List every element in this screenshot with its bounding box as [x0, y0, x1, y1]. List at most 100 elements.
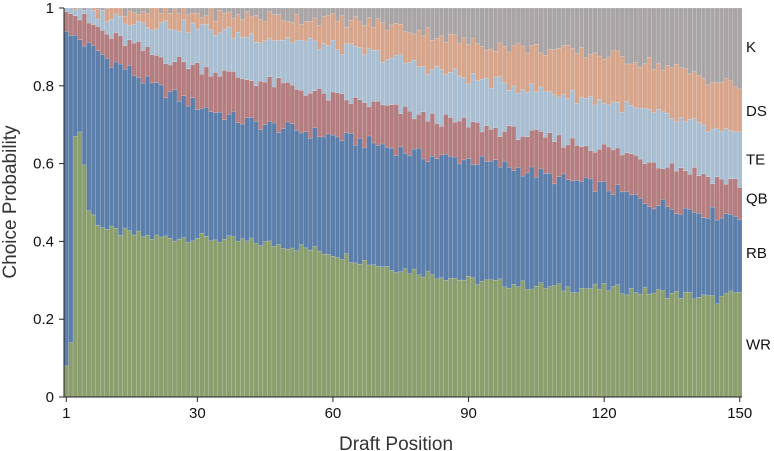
bar-segment: [696, 7, 702, 77]
bar-segment: [90, 10, 96, 25]
bar-segment: [732, 216, 738, 293]
bar-segment: [267, 240, 273, 398]
bar-segment: [579, 96, 585, 147]
bar-segment: [484, 161, 490, 280]
bar-segment: [154, 28, 160, 56]
bar-segment: [163, 97, 169, 237]
bar-segment: [655, 63, 661, 110]
legend-label-wr: WR: [746, 336, 771, 353]
bar-segment: [425, 7, 431, 28]
bar-segment: [402, 153, 408, 269]
bar-segment: [63, 7, 69, 13]
bar-segment: [701, 294, 707, 398]
bar-segment: [502, 82, 508, 132]
bar-segment: [583, 145, 589, 178]
bar-segment: [619, 56, 625, 113]
bar-segment: [597, 148, 603, 183]
bar-segment: [190, 240, 196, 398]
bar-segment: [438, 35, 444, 70]
bar-segment: [384, 146, 390, 267]
bar-segment: [339, 7, 345, 16]
bar-segment: [728, 130, 734, 179]
bar-segment: [556, 134, 562, 177]
bar-segment: [294, 89, 300, 131]
bar-segment: [371, 264, 377, 398]
bar-segment: [339, 140, 345, 260]
bar-segment: [325, 133, 331, 255]
bar-segment: [280, 39, 286, 84]
bar-segment: [493, 51, 499, 78]
bar-segment: [615, 284, 621, 398]
bar-segment: [660, 290, 666, 398]
bar-segment: [705, 218, 711, 296]
bar-segment: [95, 50, 101, 226]
bar-segment: [479, 78, 485, 133]
bar-segment: [719, 82, 725, 132]
bar-segment: [380, 22, 386, 63]
bar-segment: [687, 209, 693, 293]
bar-segment: [321, 16, 327, 44]
bar-segment: [637, 107, 643, 160]
bar-segment: [448, 7, 453, 35]
bar-segment: [511, 170, 517, 285]
bar-segment: [154, 234, 160, 398]
bar-segment: [692, 71, 698, 119]
bar-segment: [646, 7, 652, 58]
bar-segment: [642, 63, 648, 109]
bar-segment: [583, 177, 589, 289]
bar-segment: [325, 45, 331, 101]
bar-segment: [298, 24, 304, 41]
bar-segment: [728, 7, 734, 82]
bar-segment: [452, 7, 458, 36]
bar-segment: [429, 69, 435, 114]
bar-segment: [637, 197, 643, 295]
bar-segment: [434, 7, 440, 39]
bar-segment: [335, 257, 340, 398]
bar-segment: [669, 67, 675, 119]
bar-segment: [488, 7, 494, 50]
bar-segment: [104, 229, 110, 398]
bar-segment: [158, 84, 164, 238]
bar-segment: [95, 7, 101, 10]
bar-segment: [542, 173, 548, 289]
bar-segment: [249, 80, 255, 118]
bar-segment: [357, 21, 363, 48]
bar-segment: [597, 99, 603, 150]
bar-segment: [533, 43, 539, 93]
bar-segment: [176, 31, 182, 57]
bar-segment: [416, 274, 422, 398]
bar-segment: [145, 75, 151, 236]
bar-segment: [113, 7, 119, 15]
bar-segment: [651, 7, 657, 70]
bar-segment: [520, 7, 526, 47]
bar-segment: [339, 15, 345, 55]
legend-label-k: K: [746, 39, 756, 56]
bar-segment: [158, 13, 164, 23]
bar-segment: [348, 262, 354, 398]
bar-segment: [416, 66, 422, 115]
bar-segment: [276, 14, 282, 41]
bar-segment: [384, 266, 390, 398]
bar-segment: [321, 253, 327, 398]
bar-segment: [262, 241, 268, 398]
bar-segment: [506, 51, 512, 91]
bar-segment: [556, 48, 562, 98]
bar-segment: [565, 45, 571, 99]
bar-segment: [705, 176, 711, 219]
bar-segment: [335, 92, 340, 138]
bar-segment: [194, 28, 200, 63]
bar-segment: [298, 7, 304, 25]
bar-segment: [402, 106, 408, 154]
bar-segment: [515, 42, 521, 94]
bar-segment: [561, 173, 566, 292]
bar-segment: [524, 172, 530, 290]
bar-segment: [438, 126, 444, 156]
axes-layer: [63, 8, 742, 398]
bar-segment: [619, 293, 625, 398]
bar-segment: [63, 31, 69, 367]
bar-segment: [212, 239, 218, 398]
bar-segment: [420, 66, 426, 112]
bar-segment: [77, 19, 83, 40]
bar-segment: [597, 7, 603, 57]
bar-segment: [466, 275, 472, 398]
